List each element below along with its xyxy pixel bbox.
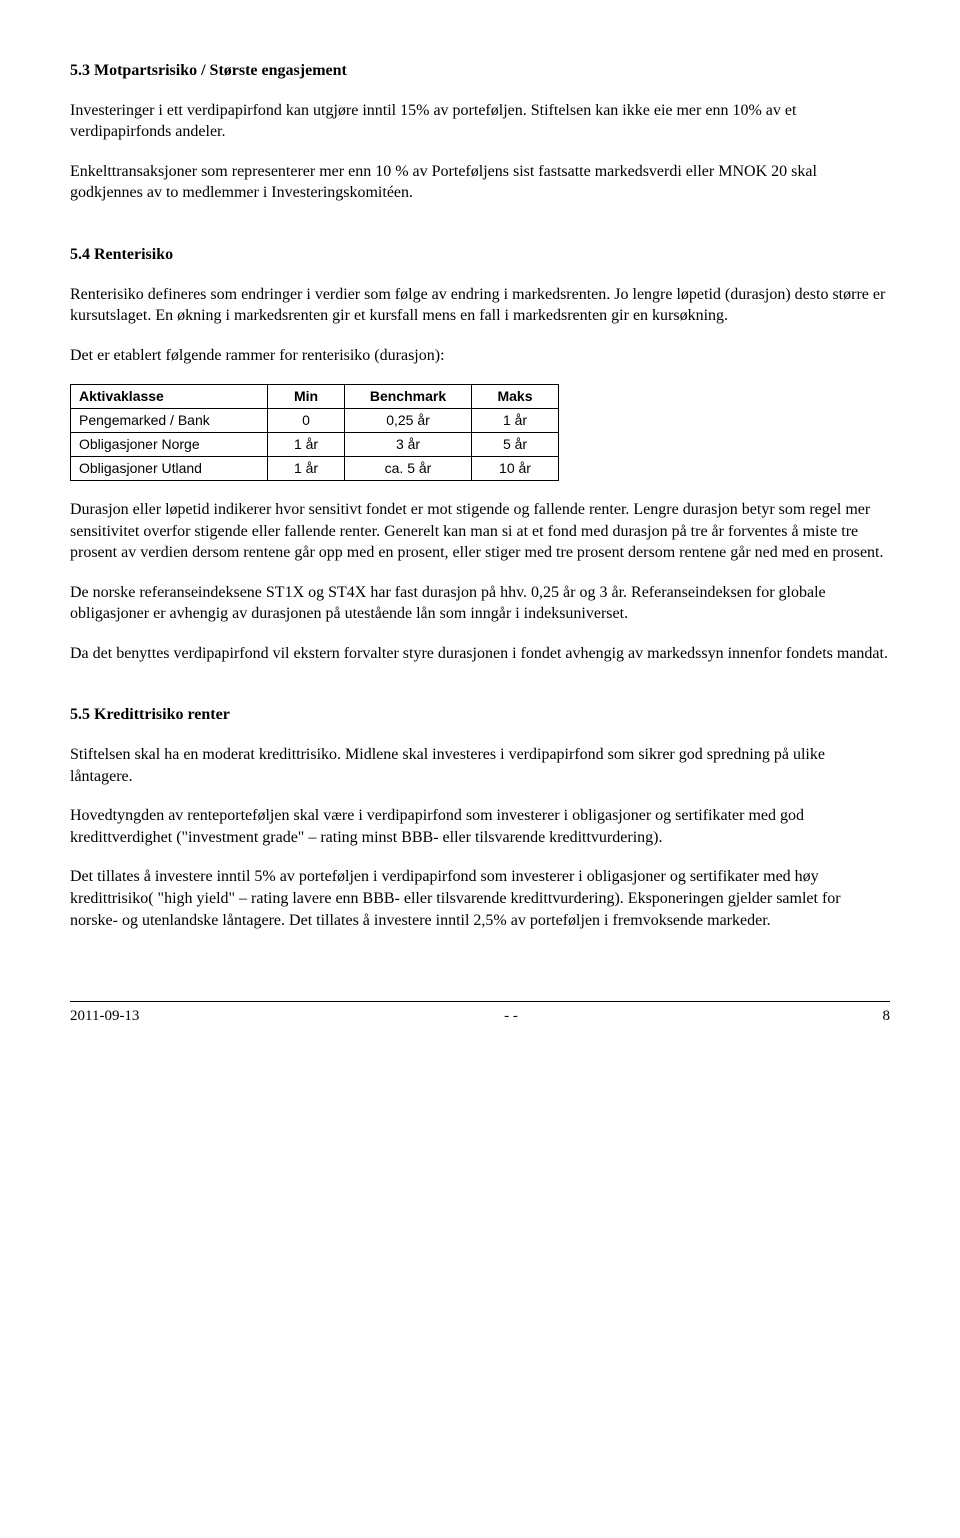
section-5-4-title: 5.4 Renterisiko bbox=[70, 244, 890, 266]
cell-min: 1 år bbox=[268, 457, 345, 481]
table-row: Pengemarked / Bank 0 0,25 år 1 år bbox=[71, 409, 559, 433]
footer-center: - - bbox=[504, 1006, 518, 1026]
durasjon-table: Aktivaklasse Min Benchmark Maks Pengemar… bbox=[70, 384, 559, 481]
cell-class: Obligasjoner Utland bbox=[71, 457, 268, 481]
sec54-p4: De norske referanseindeksene ST1X og ST4… bbox=[70, 582, 890, 625]
cell-class: Obligasjoner Norge bbox=[71, 433, 268, 457]
sec55-p1: Stiftelsen skal ha en moderat kredittris… bbox=[70, 744, 890, 787]
th-benchmark: Benchmark bbox=[345, 385, 472, 409]
table-row: Obligasjoner Utland 1 år ca. 5 år 10 år bbox=[71, 457, 559, 481]
th-aktivaklasse: Aktivaklasse bbox=[71, 385, 268, 409]
page-footer: 2011-09-13 - - 8 bbox=[70, 1006, 890, 1026]
footer-divider bbox=[70, 1001, 890, 1002]
cell-max: 10 år bbox=[472, 457, 559, 481]
sec54-p2: Det er etablert følgende rammer for rent… bbox=[70, 345, 890, 367]
sec53-p1a: Investeringer i ett verdipapirfond kan u… bbox=[70, 102, 527, 119]
cell-max: 5 år bbox=[472, 433, 559, 457]
cell-min: 1 år bbox=[268, 433, 345, 457]
th-min: Min bbox=[268, 385, 345, 409]
sec54-p3: Durasjon eller løpetid indikerer hvor se… bbox=[70, 499, 890, 564]
cell-class: Pengemarked / Bank bbox=[71, 409, 268, 433]
section-5-5-title: 5.5 Kredittrisiko renter bbox=[70, 704, 890, 726]
footer-date: 2011-09-13 bbox=[70, 1006, 139, 1026]
section-5-3-title: 5.3 Motpartsrisiko / Største engasjement bbox=[70, 60, 890, 82]
sec55-p3: Det tillates å investere inntil 5% av po… bbox=[70, 866, 890, 931]
footer-page-number: 8 bbox=[883, 1006, 891, 1026]
sec54-p1: Renterisiko defineres som endringer i ve… bbox=[70, 284, 890, 327]
cell-min: 0 bbox=[268, 409, 345, 433]
sec53-p1: Investeringer i ett verdipapirfond kan u… bbox=[70, 100, 890, 143]
table-row: Obligasjoner Norge 1 år 3 år 5 år bbox=[71, 433, 559, 457]
cell-bench: 0,25 år bbox=[345, 409, 472, 433]
sec55-p2: Hovedtyngden av renteporteføljen skal væ… bbox=[70, 805, 890, 848]
sec54-p5: Da det benyttes verdipapirfond vil ekste… bbox=[70, 643, 890, 665]
cell-bench: ca. 5 år bbox=[345, 457, 472, 481]
cell-bench: 3 år bbox=[345, 433, 472, 457]
th-maks: Maks bbox=[472, 385, 559, 409]
sec53-p3: Enkelttransaksjoner som representerer me… bbox=[70, 161, 890, 204]
table-header-row: Aktivaklasse Min Benchmark Maks bbox=[71, 385, 559, 409]
cell-max: 1 år bbox=[472, 409, 559, 433]
